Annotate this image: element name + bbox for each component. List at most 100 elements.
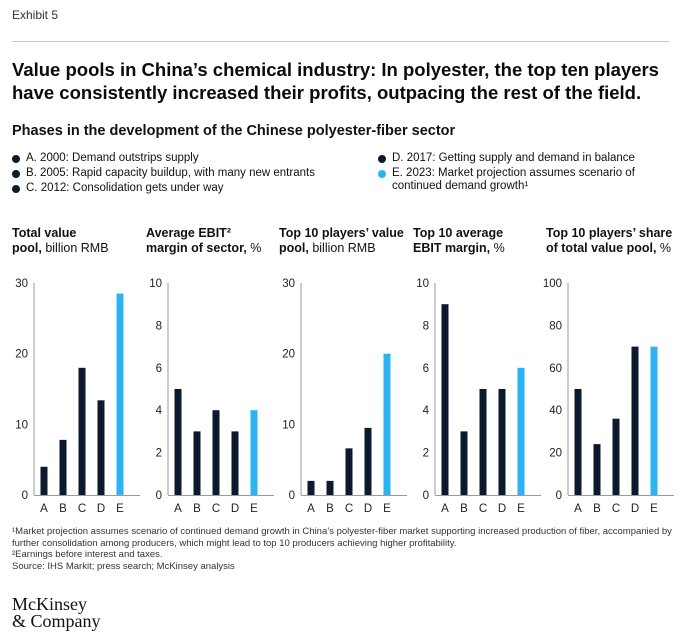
bar-d [498, 389, 506, 495]
footnotes: ¹Market projection assumes scenario of c… [12, 526, 672, 572]
bar-a [574, 389, 582, 495]
legend-label-e-line2: continued demand growth¹ [392, 180, 529, 192]
bar-d [364, 427, 372, 495]
panel-title-4-line1: Top 10 average [413, 226, 504, 240]
bar-b [326, 480, 334, 495]
x-tick-label: E [650, 503, 658, 515]
chart-subtitle: Phases in the development of the Chinese… [12, 123, 456, 139]
x-tick-label: C [345, 503, 353, 515]
x-tick-label: A [174, 503, 182, 515]
legend-dot-e [378, 169, 386, 178]
panel-title-4-line2-bold: EBIT margin, [413, 241, 491, 255]
bar-d [231, 431, 239, 495]
x-tick-label: E [250, 503, 258, 515]
panel-title-1-line2-bold: pool, [12, 241, 42, 255]
y-tick-label: 20 [549, 448, 562, 460]
y-tick-label: 2 [156, 448, 162, 460]
y-tick-label: 0 [156, 490, 162, 502]
bar-c [479, 389, 487, 495]
legend-label-c: C. 2012: Consolidation gets under way [26, 182, 224, 194]
y-tick-label: 6 [423, 363, 429, 375]
x-tick-label: E [383, 503, 391, 515]
legend-item-c: C. 2012: Consolidation gets under way [12, 182, 224, 195]
x-tick-label: D [364, 503, 372, 515]
panel-title-5-line2-bold: of total value pool, [546, 241, 657, 255]
chart-title: Value pools in China’s chemical industry… [12, 59, 659, 103]
legend-label-b: B. 2005: Rapid capacity buildup, with ma… [26, 167, 315, 179]
panel-title-total-value-pool: Total value pool, billion RMB [12, 226, 109, 256]
bar-c [212, 410, 220, 495]
x-tick-label: E [517, 503, 525, 515]
x-tick-label: B [460, 503, 468, 515]
legend-label-e: E. 2023: Market projection assumes scena… [392, 167, 635, 179]
footnote-1: ¹Market projection assumes scenario of c… [12, 526, 672, 549]
y-tick-label: 10 [15, 419, 28, 431]
legend-item-e: E. 2023: Market projection assumes scena… [378, 167, 635, 193]
y-tick-label: 8 [156, 320, 162, 332]
x-tick-label: A [441, 503, 449, 515]
legend-item-d: D. 2017: Getting supply and demand in ba… [378, 152, 635, 165]
bar-a [307, 480, 315, 495]
y-tick-label: 10 [282, 419, 295, 431]
panel-title-2-line1: Average EBIT² [146, 226, 231, 240]
y-tick-label: 100 [543, 278, 562, 290]
bar-b [460, 431, 468, 495]
legend-dot-d [378, 154, 386, 163]
y-tick-label: 0 [423, 490, 429, 502]
bar-b [59, 439, 67, 495]
y-tick-label: 20 [15, 349, 28, 361]
panel-title-1-line2-rest: billion RMB [41, 241, 109, 255]
panel-title-3-line2-bold: pool, [279, 241, 309, 255]
bar-e [383, 353, 391, 495]
y-tick-label: 30 [282, 278, 295, 290]
x-tick-label: B [326, 503, 334, 515]
legend-item-b: B. 2005: Rapid capacity buildup, with ma… [12, 167, 315, 180]
x-tick-label: A [40, 503, 48, 515]
legend-item-a: A. 2000: Demand outstrips supply [12, 152, 199, 165]
panel-title-4-line2-rest: % [490, 241, 505, 255]
y-tick-label: 0 [22, 490, 28, 502]
exhibit-label: Exhibit 5 [12, 8, 59, 22]
x-tick-label: A [307, 503, 315, 515]
y-tick-label: 8 [423, 320, 429, 332]
x-tick-label: C [78, 503, 86, 515]
x-tick-label: D [97, 503, 105, 515]
y-tick-label: 2 [423, 448, 429, 460]
y-tick-label: 10 [416, 278, 429, 290]
legend-dot-c [12, 184, 20, 193]
bar-e [650, 346, 658, 495]
panel-title-top10-share: Top 10 players’ share of total value poo… [546, 226, 672, 256]
y-tick-label: 10 [149, 278, 162, 290]
legend-label-a: A. 2000: Demand outstrips supply [26, 152, 199, 164]
panel-title-average-ebit-margin: Average EBIT² margin of sector, % [146, 226, 261, 256]
panel-title-top10-ebit-margin: Top 10 average EBIT margin, % [413, 226, 505, 256]
legend: A. 2000: Demand outstrips supply B. 2005… [12, 152, 672, 198]
bar-a [174, 389, 182, 495]
bar-b [193, 431, 201, 495]
y-tick-label: 4 [156, 405, 163, 417]
y-tick-label: 6 [156, 363, 162, 375]
x-tick-label: C [479, 503, 487, 515]
legend-dot-a [12, 154, 20, 163]
bar-e [250, 410, 258, 495]
x-tick-label: E [116, 503, 124, 515]
panel-title-5-line1: Top 10 players’ share [546, 226, 673, 240]
mckinsey-logo: McKinsey & Company [12, 594, 101, 630]
bar-e [517, 367, 525, 495]
bar-c [612, 418, 620, 495]
x-tick-label: A [574, 503, 582, 515]
bar-c [78, 367, 86, 495]
y-tick-label: 80 [549, 320, 562, 332]
x-tick-label: D [231, 503, 239, 515]
x-tick-label: B [59, 503, 67, 515]
y-tick-label: 60 [549, 363, 562, 375]
panel-title-1-line1: Total value [12, 226, 77, 240]
legend-label-e-wrap: E. 2023: Market projection assumes scena… [392, 167, 635, 193]
bar-b [593, 444, 601, 495]
panel-title-2-line2-bold: margin of sector, [146, 241, 247, 255]
x-tick-label: C [212, 503, 220, 515]
y-tick-label: 40 [549, 405, 562, 417]
x-tick-label: D [631, 503, 639, 515]
logo-line-1: McKinsey [12, 594, 87, 614]
y-tick-label: 4 [423, 405, 430, 417]
